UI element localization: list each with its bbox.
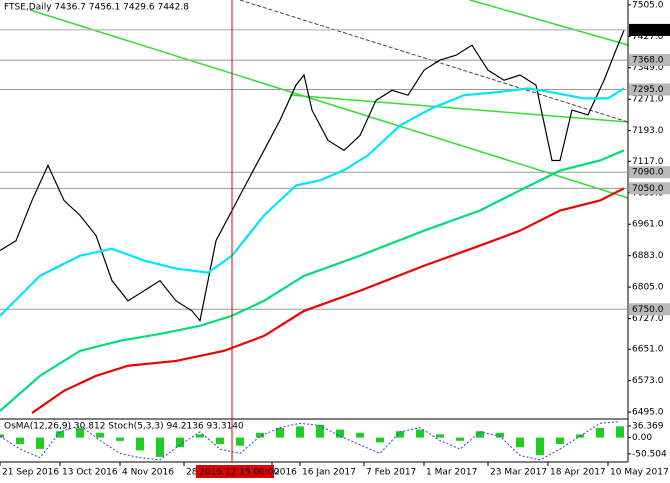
- last-price-box: [629, 23, 670, 36]
- x-tick-label: 21 Sep 2016: [2, 468, 59, 478]
- osma-bar: [16, 437, 24, 445]
- y-tick-label: 36.369: [632, 421, 664, 431]
- x-tick-label: 1 Mar 2017: [426, 468, 477, 478]
- osma-bar: [156, 437, 164, 457]
- level-label-box: [629, 54, 670, 67]
- y-tick-label: 6961.0: [632, 220, 664, 230]
- osma-bar: [396, 431, 404, 438]
- y-tick-label: 7349.0: [632, 63, 664, 73]
- osma-bar: [0, 434, 4, 438]
- osma-bar: [376, 437, 384, 443]
- level-label: 7090.0: [632, 168, 664, 178]
- osma-bar: [456, 437, 464, 441]
- osma-bar: [616, 426, 624, 438]
- y-tick-label: 7505.0: [632, 0, 664, 10]
- osma-bar: [216, 437, 224, 445]
- osma-bar: [336, 429, 344, 438]
- osma-bar: [356, 432, 364, 438]
- trend-line: [469, 0, 629, 46]
- x-tick-label: 18 Apr 2017: [550, 468, 606, 478]
- level-label-box: [629, 182, 670, 195]
- y-tick-label: 7271.0: [632, 95, 664, 105]
- x-tick-label: 2016: [274, 468, 297, 478]
- osma-bar: [296, 426, 304, 438]
- level-label: 6750.0: [632, 305, 664, 315]
- osma-bar: [416, 429, 424, 438]
- osma-bar: [556, 437, 564, 445]
- y-tick-label: 7193.0: [632, 126, 664, 136]
- cursor-label: 2016.12.15 00:00: [199, 468, 280, 478]
- x-tick-label: 10 May 2017: [610, 468, 669, 478]
- last-price-label: 7442.8: [632, 25, 664, 35]
- osma-bar: [236, 437, 244, 446]
- trend-line: [289, 94, 629, 123]
- line-series: [0, 30, 625, 322]
- osma-bar: [116, 437, 124, 441]
- y-tick-label: 6495.0: [632, 408, 664, 418]
- level-label: 7295.0: [632, 85, 664, 95]
- osma-bar: [96, 432, 104, 438]
- trend-line: [239, 0, 629, 123]
- trend-line: [29, 9, 629, 199]
- y-tick-label: 7117.0: [632, 157, 664, 167]
- y-tick-label: -50.504: [632, 449, 667, 459]
- cursor-box: [196, 465, 274, 478]
- line-series: [31, 187, 625, 414]
- osma-bar: [176, 437, 184, 448]
- x-tick-label: 28: [186, 468, 198, 478]
- osma-bar: [516, 437, 524, 448]
- y-tick-label: 6573.0: [632, 376, 664, 386]
- x-tick-label: 13 Oct 2016: [62, 468, 118, 478]
- osma-bar: [436, 434, 444, 438]
- y-tick-label: 6883.0: [632, 251, 664, 261]
- level-label: 7050.0: [632, 184, 664, 194]
- y-tick-label: 6805.0: [632, 283, 664, 293]
- osma-bar: [36, 437, 44, 449]
- y-tick-label: 7427.0: [632, 32, 664, 42]
- level-label-box: [629, 303, 670, 316]
- osma-bar: [276, 427, 284, 438]
- osma-bar: [596, 427, 604, 438]
- y-tick-label: 6651.0: [632, 345, 664, 355]
- line-series: [0, 87, 625, 317]
- x-tick-label: 16 Jan 2017: [302, 468, 356, 478]
- osma-bar: [196, 434, 204, 438]
- osma-bar: [316, 424, 324, 438]
- x-tick-label: 23 Mar 2017: [490, 468, 547, 478]
- indicator-title: OsMA(12,26,9) 30.812 Stoch(5,3,3) 94.213…: [4, 422, 244, 432]
- level-label-box: [629, 166, 670, 179]
- osma-bar: [56, 431, 64, 438]
- trend-lines: [29, 0, 629, 199]
- line-series: [0, 149, 625, 412]
- y-tick-label: 6727.0: [632, 314, 664, 324]
- level-label-box: [629, 83, 670, 96]
- y-tick-label: 0.00: [632, 433, 652, 443]
- osma-bar: [136, 437, 144, 451]
- stoch-line: [0, 421, 621, 461]
- osma-bar: [476, 431, 484, 438]
- osma-bar: [76, 427, 84, 438]
- osma-bar: [536, 437, 544, 456]
- osma-bar: [256, 432, 264, 438]
- level-label: 7368.0: [632, 56, 664, 66]
- x-tick-label: 7 Feb 2017: [366, 468, 416, 478]
- x-tick-label: 4 Nov 2016: [122, 468, 174, 478]
- osma-bar: [496, 432, 504, 438]
- chart-title: FTSE,Daily 7436.7 7456.1 7429.6 7442.8: [4, 3, 189, 13]
